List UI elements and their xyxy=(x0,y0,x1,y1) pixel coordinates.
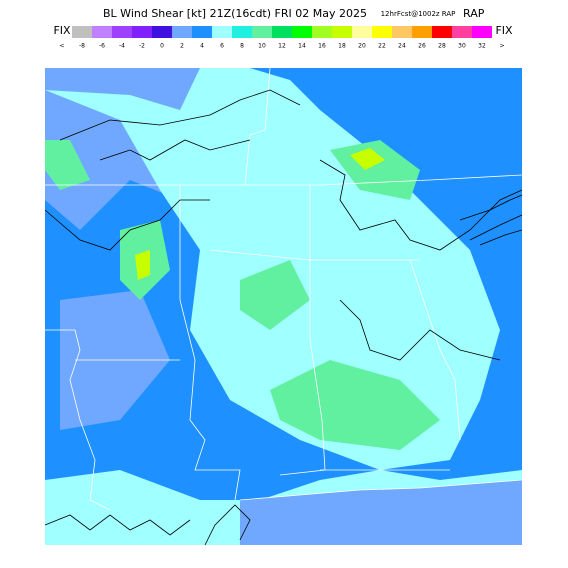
colorbar-label: 22 xyxy=(378,43,386,50)
gulf xyxy=(240,480,522,545)
colorbar-label: < xyxy=(59,43,64,50)
colorbar-label: 4 xyxy=(200,43,204,50)
colorbar-label: -8 xyxy=(79,43,85,50)
colorbar-swatch xyxy=(332,26,352,38)
colorbar-label: 16 xyxy=(318,43,326,50)
colorbar-label: 6 xyxy=(220,43,224,50)
colorbar-label: 12 xyxy=(278,43,286,50)
colorbar-swatch xyxy=(352,26,372,38)
colorbar-swatch xyxy=(172,26,192,38)
field xyxy=(440,68,522,200)
colorbar-swatch xyxy=(72,26,92,38)
colorbar-label: 8 xyxy=(240,43,244,50)
field xyxy=(350,148,385,170)
fix-right: FIX xyxy=(495,24,513,37)
colorbar-label: 26 xyxy=(418,43,426,50)
map xyxy=(44,67,523,546)
colorbar-label: 30 xyxy=(458,43,466,50)
colorbar-swatch xyxy=(472,26,492,38)
colorbar-label: -4 xyxy=(119,43,125,50)
colorbar-label: 14 xyxy=(298,43,306,50)
colorbar-swatch xyxy=(152,26,172,38)
colorbar-label: 18 xyxy=(338,43,346,50)
colorbar-swatch xyxy=(212,26,232,38)
colorbar-swatch xyxy=(392,26,412,38)
colorbar-swatch xyxy=(372,26,392,38)
colorbar-swatch xyxy=(132,26,152,38)
colorbar-swatch xyxy=(312,26,332,38)
colorbar-swatch xyxy=(92,26,112,38)
field xyxy=(45,140,90,190)
colorbar-swatch xyxy=(252,26,272,38)
title: BL Wind Shear [kt] 21Z(16cdt) FRI 02 May… xyxy=(103,7,367,20)
colorbar-label: -2 xyxy=(139,43,145,50)
colorbar-label: 24 xyxy=(398,43,406,50)
colorbar-swatch xyxy=(452,26,472,38)
model: RAP xyxy=(463,7,485,20)
colorbar-swatch xyxy=(192,26,212,38)
field xyxy=(240,260,310,330)
colorbar-label: 32 xyxy=(478,43,486,50)
colorbar-swatch xyxy=(292,26,312,38)
contours xyxy=(44,89,523,546)
colorbar-label: -6 xyxy=(99,43,105,50)
colorbar-swatch xyxy=(232,26,252,38)
colorbar-label: 10 xyxy=(258,43,266,50)
field xyxy=(270,360,440,450)
subtitle: 12hrFcst@1002z RAP xyxy=(381,10,456,18)
colorbar-label: 20 xyxy=(358,43,366,50)
colorbar: < -8 -6 -4 -2 0 2 4 6 8 10 12 14 16 18 20 22 24 26 28 30 32 > xyxy=(59,26,505,50)
colorbar-label: 0 xyxy=(160,43,164,50)
boundaries xyxy=(45,67,523,511)
colorbar-swatch xyxy=(412,26,432,38)
field xyxy=(135,250,150,280)
colorbar-swatch xyxy=(112,26,132,38)
fix-left: FIX xyxy=(53,24,71,37)
colorbar-swatch xyxy=(272,26,292,38)
colorbar-label: 2 xyxy=(180,43,184,50)
colorbar-swatch xyxy=(432,26,452,38)
colorbar-label: 28 xyxy=(438,43,446,50)
colorbar-label: > xyxy=(499,43,504,50)
